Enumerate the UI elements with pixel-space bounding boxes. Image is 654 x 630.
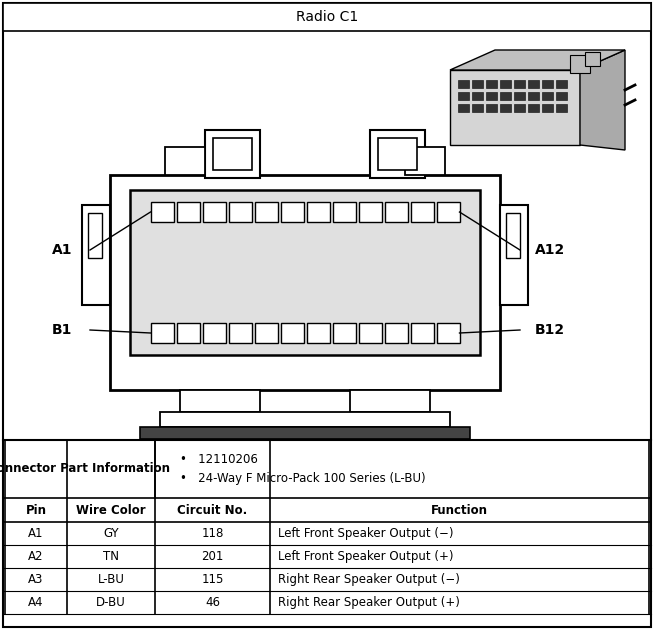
Bar xyxy=(254,323,277,343)
Bar xyxy=(385,202,407,222)
Bar xyxy=(450,70,580,145)
Text: Right Rear Speaker Output (+): Right Rear Speaker Output (+) xyxy=(278,596,460,609)
Bar xyxy=(411,202,434,222)
Bar xyxy=(213,138,252,170)
Bar xyxy=(150,202,173,222)
Bar xyxy=(500,205,528,305)
Bar xyxy=(458,80,469,88)
Bar xyxy=(436,323,460,343)
Bar xyxy=(88,213,102,258)
Bar xyxy=(528,104,539,112)
Bar xyxy=(281,202,303,222)
Bar xyxy=(160,412,450,427)
Text: Function: Function xyxy=(431,503,488,517)
Bar xyxy=(500,104,511,112)
Text: 201: 201 xyxy=(201,550,224,563)
Bar xyxy=(332,202,356,222)
Bar xyxy=(458,104,469,112)
Bar xyxy=(542,104,553,112)
Bar xyxy=(514,104,525,112)
Bar xyxy=(177,202,199,222)
Bar xyxy=(358,323,381,343)
Text: Left Front Speaker Output (+): Left Front Speaker Output (+) xyxy=(278,550,453,563)
Bar xyxy=(378,138,417,170)
Bar xyxy=(486,92,497,100)
Bar xyxy=(281,323,303,343)
Bar xyxy=(556,80,567,88)
Bar xyxy=(486,104,497,112)
Bar xyxy=(556,92,567,100)
Text: •   12110206: • 12110206 xyxy=(180,452,258,466)
Bar xyxy=(180,390,260,412)
Polygon shape xyxy=(450,50,625,70)
Text: A1: A1 xyxy=(28,527,44,540)
Text: TN: TN xyxy=(103,550,119,563)
Text: A3: A3 xyxy=(28,573,44,586)
Text: A12: A12 xyxy=(535,243,565,257)
Bar xyxy=(458,92,469,100)
Bar xyxy=(3,3,651,31)
Bar xyxy=(500,92,511,100)
Bar xyxy=(405,147,445,175)
Bar xyxy=(585,52,600,66)
Bar xyxy=(436,202,460,222)
Bar xyxy=(228,202,252,222)
Bar xyxy=(542,80,553,88)
Text: Circuit No.: Circuit No. xyxy=(177,503,248,517)
Bar xyxy=(350,390,430,412)
Text: Right Rear Speaker Output (−): Right Rear Speaker Output (−) xyxy=(278,573,460,586)
Bar xyxy=(110,175,500,390)
Bar xyxy=(472,80,483,88)
Bar xyxy=(486,80,497,88)
Bar xyxy=(542,92,553,100)
Bar xyxy=(205,130,260,178)
Bar xyxy=(472,104,483,112)
Bar xyxy=(228,323,252,343)
Text: D-BU: D-BU xyxy=(96,596,126,609)
Bar xyxy=(130,190,480,355)
Bar xyxy=(165,147,205,175)
Bar xyxy=(528,80,539,88)
Bar xyxy=(82,205,110,305)
Bar xyxy=(177,323,199,343)
Text: Pin: Pin xyxy=(26,503,46,517)
Text: Left Front Speaker Output (−): Left Front Speaker Output (−) xyxy=(278,527,453,540)
Bar xyxy=(411,323,434,343)
Bar xyxy=(528,92,539,100)
Text: GY: GY xyxy=(103,527,119,540)
Bar xyxy=(514,80,525,88)
Text: Connector Part Information: Connector Part Information xyxy=(0,462,170,476)
Text: B12: B12 xyxy=(535,323,565,337)
Bar xyxy=(332,323,356,343)
Bar xyxy=(472,92,483,100)
Bar xyxy=(358,202,381,222)
Bar xyxy=(254,202,277,222)
Bar xyxy=(370,130,425,178)
Text: 115: 115 xyxy=(201,573,224,586)
Bar xyxy=(140,427,470,439)
Bar xyxy=(506,213,520,258)
Bar xyxy=(150,323,173,343)
Text: 46: 46 xyxy=(205,596,220,609)
Bar xyxy=(570,55,590,73)
Text: Wire Color: Wire Color xyxy=(76,503,146,517)
Bar xyxy=(385,323,407,343)
Polygon shape xyxy=(580,50,625,150)
Text: 118: 118 xyxy=(201,527,224,540)
Bar xyxy=(556,104,567,112)
Bar xyxy=(514,92,525,100)
Text: A1: A1 xyxy=(52,243,72,257)
Bar xyxy=(307,202,330,222)
Bar xyxy=(203,323,226,343)
Text: B1: B1 xyxy=(52,323,72,337)
Text: A2: A2 xyxy=(28,550,44,563)
Text: •   24-Way F Micro-Pack 100 Series (L-BU): • 24-Way F Micro-Pack 100 Series (L-BU) xyxy=(180,472,426,485)
Text: Radio C1: Radio C1 xyxy=(296,10,358,24)
Bar xyxy=(307,323,330,343)
Bar xyxy=(500,80,511,88)
Bar xyxy=(203,202,226,222)
Text: L-BU: L-BU xyxy=(97,573,124,586)
Text: A4: A4 xyxy=(28,596,44,609)
